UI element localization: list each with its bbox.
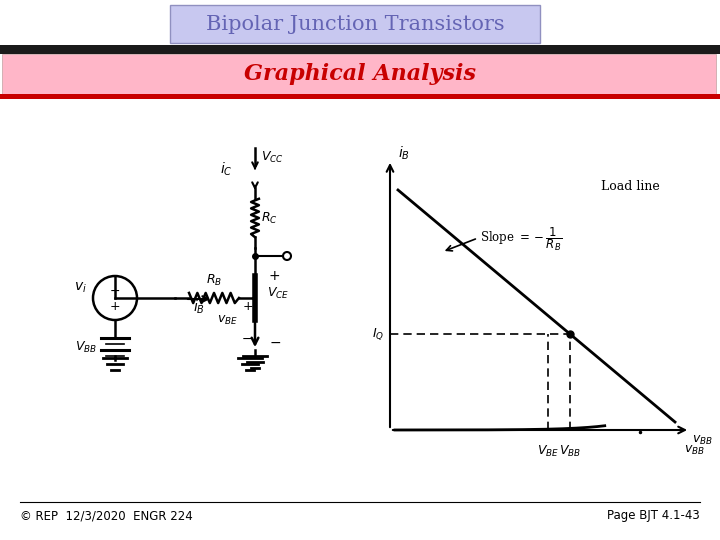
Text: Load line: Load line bbox=[601, 180, 660, 193]
Text: $R_B$: $R_B$ bbox=[206, 273, 222, 288]
Bar bbox=[2, 54, 716, 94]
Text: Slope $= -\dfrac{1}{R_B}$: Slope $= -\dfrac{1}{R_B}$ bbox=[480, 225, 562, 253]
Text: $V_{CE}$: $V_{CE}$ bbox=[267, 286, 289, 301]
Text: $V_{BB}$: $V_{BB}$ bbox=[559, 444, 581, 459]
Text: $-$: $-$ bbox=[109, 284, 120, 296]
Text: $v_{BE}$: $v_{BE}$ bbox=[217, 313, 238, 327]
Text: $-$: $-$ bbox=[241, 332, 252, 345]
Text: $V_{CC}$: $V_{CC}$ bbox=[261, 150, 284, 165]
Text: Page BJT 4.1-43: Page BJT 4.1-43 bbox=[607, 510, 700, 523]
Text: $v_{BB}$: $v_{BB}$ bbox=[692, 434, 713, 447]
Text: $V_{BB}$: $V_{BB}$ bbox=[75, 340, 97, 355]
Text: © REP  12/3/2020  ENGR 224: © REP 12/3/2020 ENGR 224 bbox=[20, 510, 193, 523]
Text: $R_C$: $R_C$ bbox=[261, 211, 278, 226]
Bar bbox=[0, 94, 720, 99]
Bar bbox=[0, 45, 720, 54]
Text: $V_{BE}$: $V_{BE}$ bbox=[537, 444, 559, 459]
Text: Graphical Analysis: Graphical Analysis bbox=[244, 63, 476, 85]
Text: $-$: $-$ bbox=[269, 335, 281, 349]
Text: +: + bbox=[109, 300, 120, 313]
FancyBboxPatch shape bbox=[170, 5, 540, 43]
Text: $v_{BB}$: $v_{BB}$ bbox=[683, 444, 704, 457]
Text: $v_i$: $v_i$ bbox=[74, 281, 87, 295]
Text: $i_C$: $i_C$ bbox=[220, 160, 233, 178]
Text: $i_B$: $i_B$ bbox=[193, 299, 205, 316]
Text: +: + bbox=[243, 300, 253, 313]
Text: +: + bbox=[269, 269, 281, 283]
Text: Bipolar Junction Transistors: Bipolar Junction Transistors bbox=[206, 15, 504, 33]
Text: $I_Q$: $I_Q$ bbox=[372, 326, 384, 342]
Text: $i_B$: $i_B$ bbox=[398, 145, 410, 162]
